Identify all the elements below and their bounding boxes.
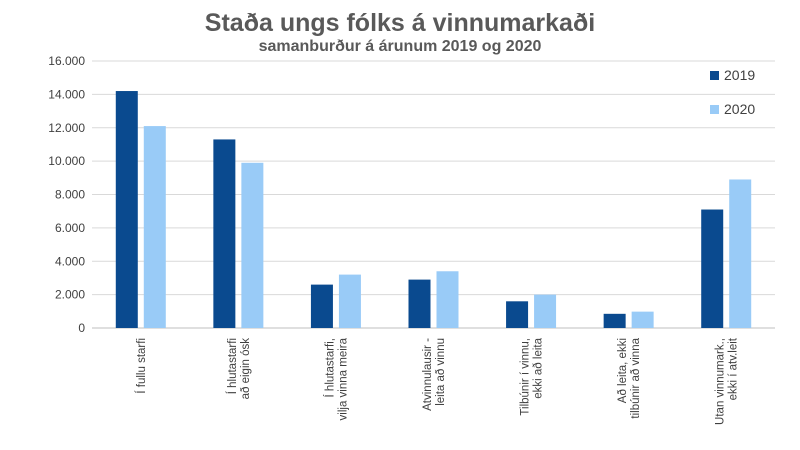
chart-title: Staða ungs fólks á vinnumarkaði — [204, 9, 596, 37]
x-tick-label: Tilbúnir í vinnu,ekki að leita — [520, 337, 545, 415]
y-tick-label: 2.000 — [55, 288, 85, 302]
x-tick-label-line: tilbúnir að vinna — [630, 337, 642, 418]
x-tick-label-text: Að leita, ekkitilbúnir að vinna — [617, 337, 642, 418]
x-tick-label-line: Í hlutastarfi — [226, 338, 239, 394]
x-tick-label-line: Í fullu starfi — [135, 338, 148, 394]
y-tick-label: 8.000 — [55, 188, 85, 202]
x-tick-label-line: Í hlutastarfi, — [323, 338, 336, 397]
x-tick-label: Atvinnulausir -leita að vinnu — [422, 338, 447, 411]
x-tick-label: Í hlutastarfiað eigin ósk — [226, 338, 252, 400]
bar-2019-0 — [115, 91, 138, 328]
bar-2020-6 — [729, 179, 752, 328]
y-tick-label: 14.000 — [48, 87, 85, 101]
bar-2020-2 — [338, 274, 361, 328]
bar-2019-4 — [506, 301, 529, 328]
x-tick-label-text: Atvinnulausir -leita að vinnu — [422, 338, 447, 411]
y-tick-label: 6.000 — [55, 221, 85, 235]
x-tick-label: Í fullu starfi — [135, 338, 148, 394]
x-tick-label-line: leita að vinnu — [435, 338, 447, 406]
x-tick-label-text: Í hlutastarfiað eigin ósk — [226, 338, 252, 400]
x-tick-label-line: Atvinnulausir - — [422, 338, 434, 411]
chart-subtitle: samanburður á árunum 2019 og 2020 — [258, 38, 542, 55]
bar-2019-6 — [701, 209, 724, 328]
x-tick-label: Í hlutastarfi,vilja vinna meira — [323, 337, 349, 420]
x-tick-label-text: Tilbúnir í vinnu,ekki að leita — [520, 337, 545, 415]
x-tick-label-line: vilja vinna meira — [337, 337, 349, 420]
legend-label-2019: 2019 — [724, 67, 755, 83]
bar-2020-5 — [631, 311, 654, 328]
x-tick-label-text: Í hlutastarfi,vilja vinna meira — [323, 337, 349, 420]
bar-2020-4 — [534, 294, 557, 328]
x-tick-label-text: Í fullu starfi — [135, 338, 148, 394]
y-tick-label: 16.000 — [48, 54, 85, 68]
x-tick-label-line: ekki í atv.leit — [728, 337, 740, 400]
x-tick-label-line: Utan vinnumark., — [715, 338, 727, 425]
y-tick-label: 0 — [78, 321, 85, 335]
x-tick-label-text: Utan vinnumark.,ekki í atv.leit — [715, 337, 740, 425]
bar-2020-0 — [143, 126, 166, 328]
legend-label-2020: 2020 — [724, 101, 755, 117]
legend-swatch-2019 — [710, 71, 719, 80]
bar-2019-5 — [603, 313, 626, 328]
x-tick-label-line: Tilbúnir í vinnu, — [520, 338, 532, 416]
bar-2019-3 — [408, 279, 431, 328]
y-tick-label: 10.000 — [48, 154, 85, 168]
x-tick-label: Að leita, ekkitilbúnir að vinna — [617, 337, 642, 418]
bar-2019-1 — [213, 139, 236, 328]
y-tick-label: 12.000 — [48, 121, 85, 135]
x-tick-label-line: ekki að leita — [533, 337, 545, 398]
bar-2019-2 — [310, 284, 333, 328]
legend-swatch-2020 — [710, 105, 719, 114]
x-tick-label-line: að eigin ósk — [240, 338, 252, 400]
bar-2020-3 — [436, 271, 459, 328]
x-tick-label-line: Að leita, ekki — [617, 338, 629, 403]
x-tick-label: Utan vinnumark.,ekki í atv.leit — [715, 337, 740, 425]
y-tick-label: 4.000 — [55, 254, 85, 268]
bar-2020-1 — [241, 162, 264, 328]
